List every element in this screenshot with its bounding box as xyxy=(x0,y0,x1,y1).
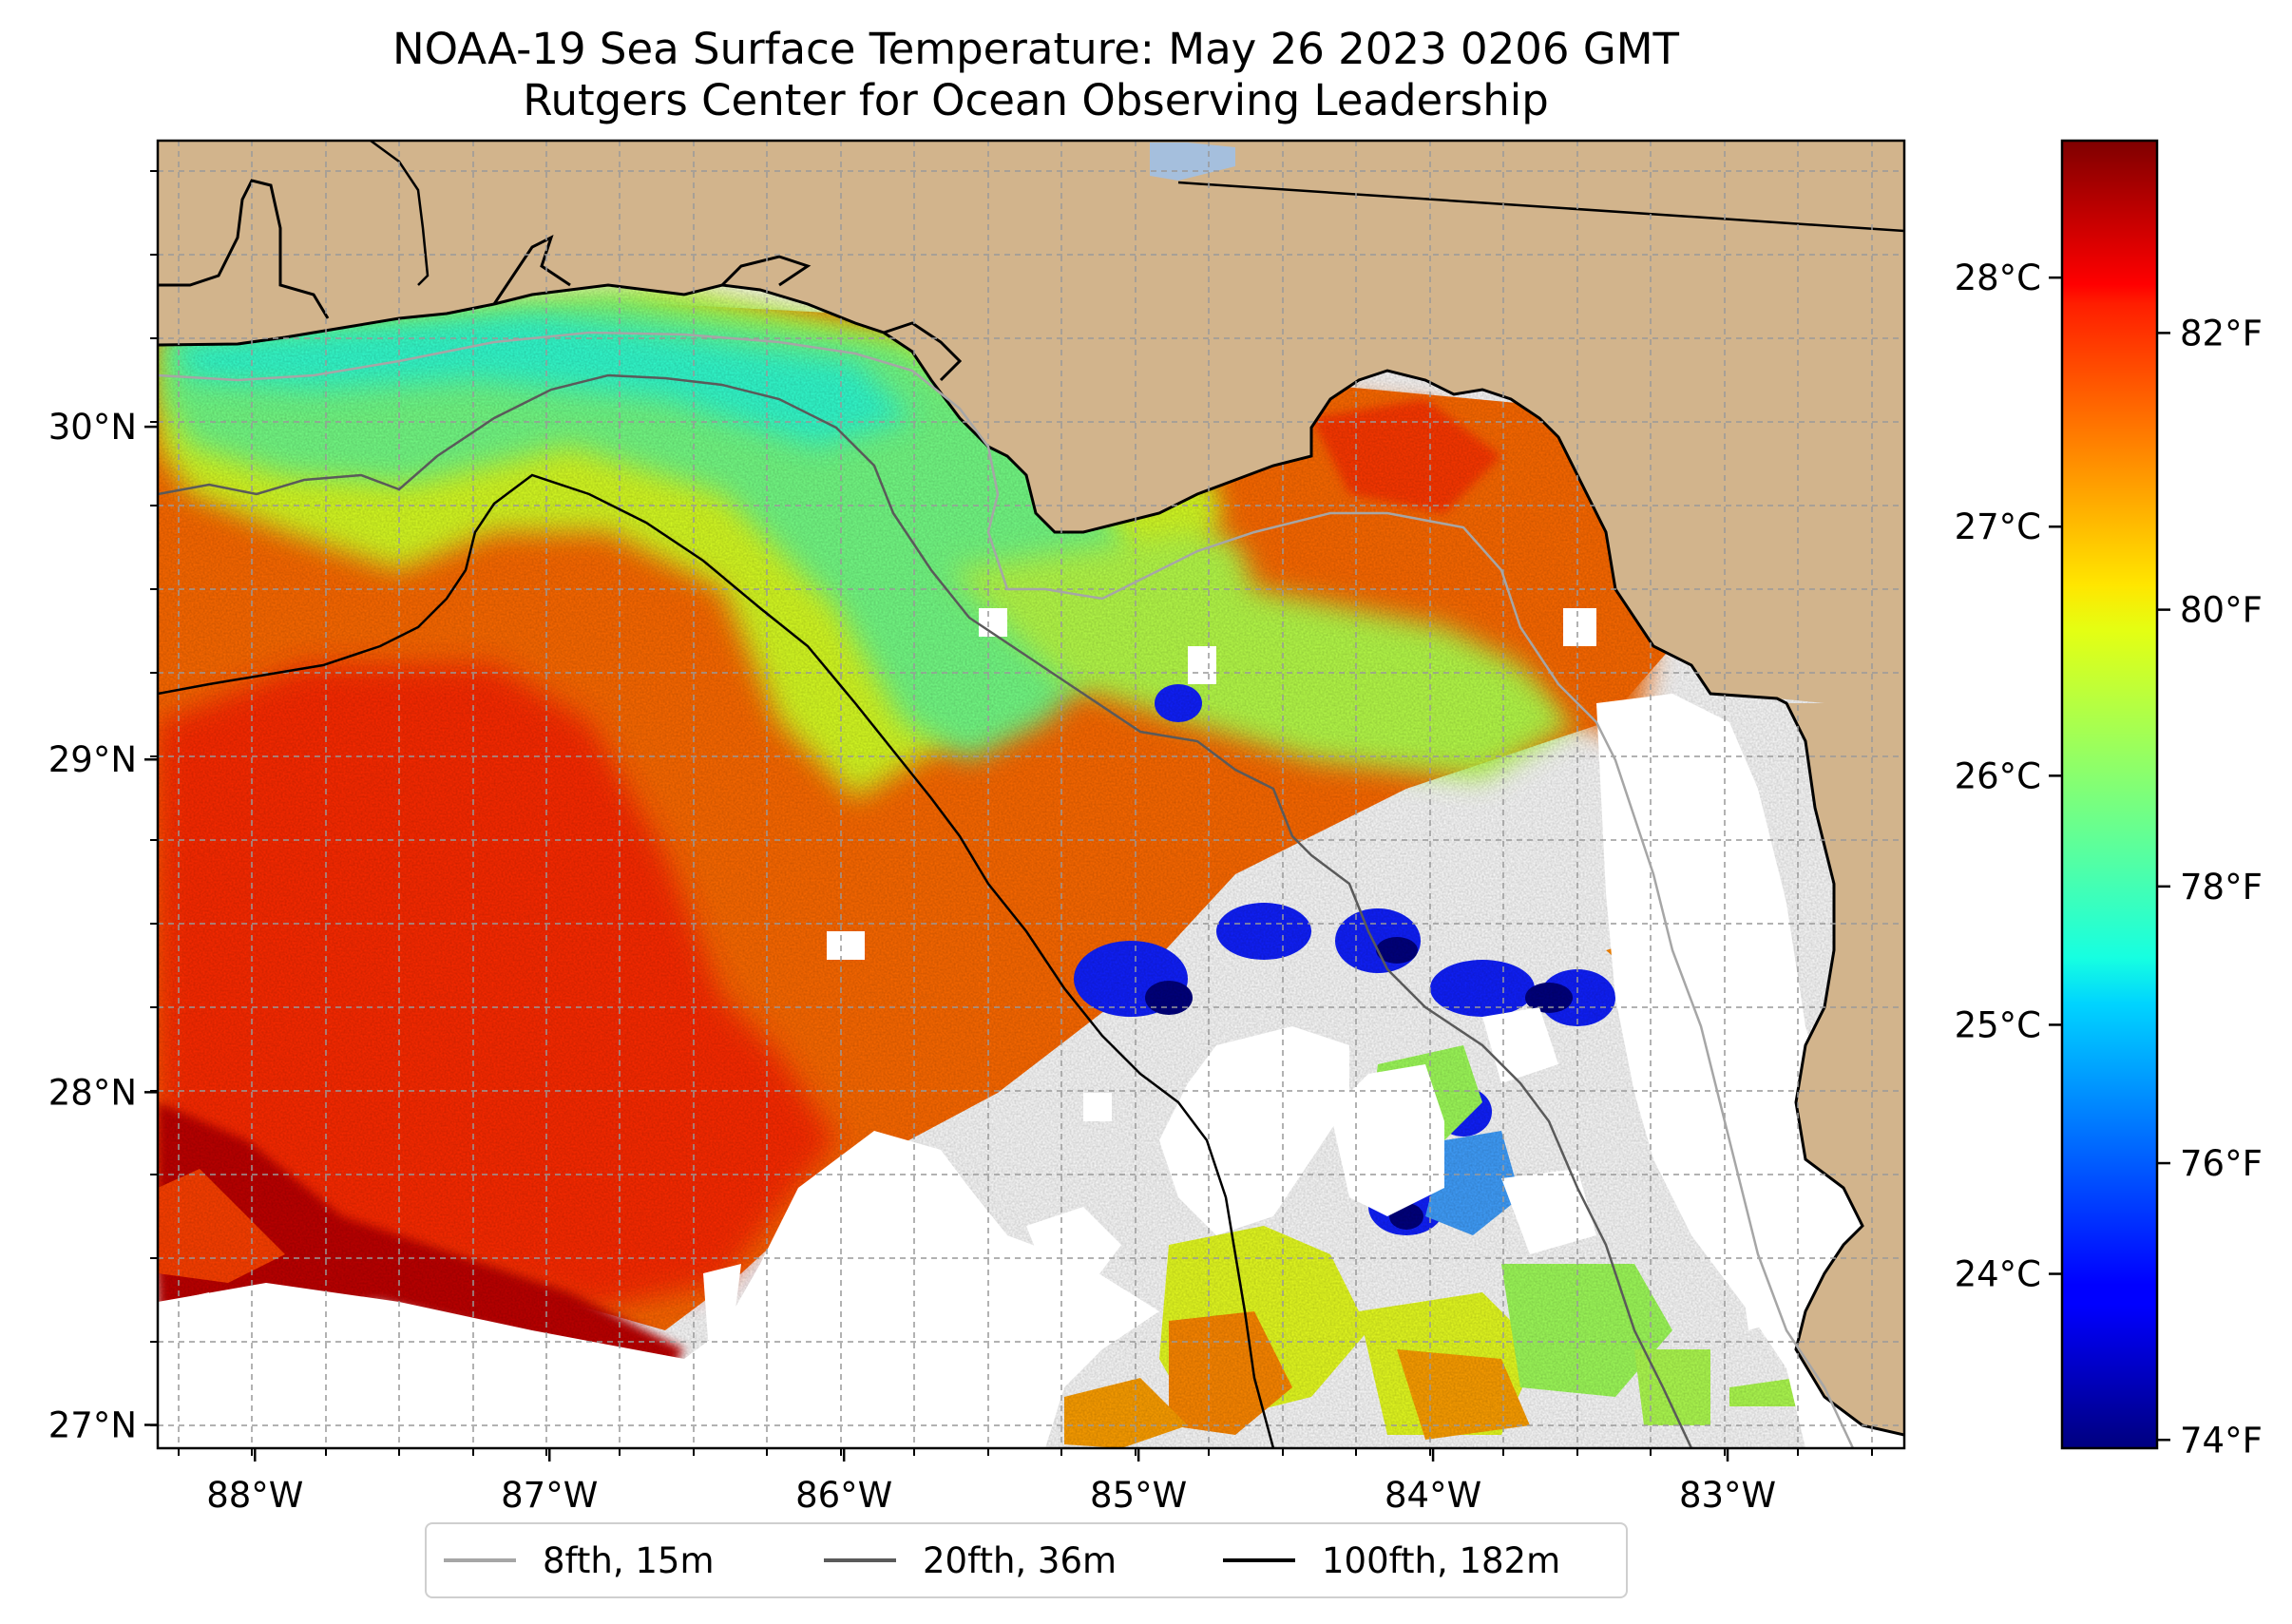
lon-tick-label: 85°W xyxy=(1090,1475,1187,1516)
legend-item-100fth: 100fth, 182m xyxy=(1223,1524,1560,1596)
minor-ticks xyxy=(150,170,1873,1456)
chart-subtitle: Rutgers Center for Ocean Observing Leade… xyxy=(523,75,1549,125)
legend-swatch-8fth xyxy=(444,1558,516,1562)
legend-label-100fth: 100fth, 182m xyxy=(1322,1539,1561,1581)
celsius-tick-label: 25°C xyxy=(1955,1004,2041,1045)
lon-tick-label: 83°W xyxy=(1679,1475,1776,1516)
map-frame xyxy=(156,139,1906,1450)
fahrenheit-tick-label: 74°F xyxy=(2180,1420,2263,1461)
fahrenheit-tick-label: 82°F xyxy=(2180,313,2263,353)
lon-tick-label: 87°W xyxy=(501,1475,598,1516)
fahrenheit-tick-label: 80°F xyxy=(2180,590,2263,631)
contour-100fth xyxy=(158,473,1275,1448)
coastline xyxy=(158,179,1904,1437)
celsius-tick-label: 27°C xyxy=(1955,506,2041,547)
colorbar xyxy=(2060,139,2159,1450)
celsius-tick-label: 26°C xyxy=(1955,755,2041,796)
colorbar-fahrenheit-axis: 74°F 76°F 78°F 80°F 82°F xyxy=(2157,313,2263,1461)
contour-legend: 8fth, 15m 20fth, 36m 100fth, 182m xyxy=(425,1522,1628,1598)
legend-label-20fth: 20fth, 36m xyxy=(923,1539,1117,1581)
celsius-tick-label: 28°C xyxy=(1955,258,2041,298)
fahrenheit-tick-label: 78°F xyxy=(2180,867,2263,908)
legend-item-20fth: 20fth, 36m xyxy=(824,1524,1117,1596)
map-area xyxy=(158,141,1904,1448)
celsius-tick-label: 24°C xyxy=(1955,1254,2041,1295)
contour-20fth xyxy=(158,373,1693,1448)
legend-item-8fth: 8fth, 15m xyxy=(444,1524,715,1596)
lon-tick-label: 84°W xyxy=(1385,1475,1481,1516)
legend-label-8fth: 8fth, 15m xyxy=(543,1539,715,1581)
lat-tick-label: 27°N xyxy=(48,1404,137,1445)
contour-8fth xyxy=(158,331,1855,1448)
lon-tick-label: 86°W xyxy=(795,1475,892,1516)
lat-tick-label: 28°N xyxy=(48,1072,137,1113)
state-boundaries xyxy=(370,141,1904,286)
lat-tick-label: 30°N xyxy=(48,407,137,448)
legend-swatch-100fth xyxy=(1223,1558,1295,1562)
lon-tick-label: 88°W xyxy=(206,1475,303,1516)
colorbar-celsius-axis: 24°C 25°C 26°C 27°C 28°C xyxy=(1955,258,2062,1295)
legend-swatch-20fth xyxy=(824,1558,896,1562)
fahrenheit-tick-label: 76°F xyxy=(2180,1143,2263,1184)
latitude-axis: 27°N 28°N 29°N 30°N xyxy=(48,407,158,1445)
land-mobile-peninsula xyxy=(158,181,328,342)
chart-title: NOAA-19 Sea Surface Temperature: May 26 … xyxy=(392,24,1680,74)
land-florida-peninsula xyxy=(1786,703,1904,1435)
lat-tick-label: 29°N xyxy=(48,739,137,780)
longitude-axis: 88°W 87°W 86°W 85°W 84°W 83°W xyxy=(206,1448,1776,1516)
